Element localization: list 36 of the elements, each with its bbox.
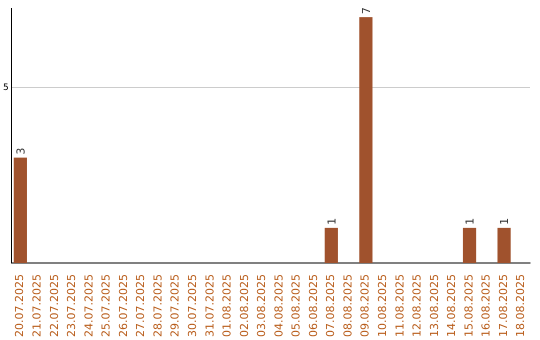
x-tick-label: 02.08.2025 [238, 274, 251, 338]
x-tick-label: 11.08.2025 [393, 274, 406, 338]
x-tick-label: 18.08.2025 [514, 274, 528, 338]
data-label: 1 [464, 218, 477, 225]
x-tick-label: 20.07.2025 [13, 274, 26, 338]
x-tick-label: 17.08.2025 [496, 274, 510, 338]
data-label: 3 [14, 148, 28, 155]
x-tick-label: 03.08.2025 [255, 274, 268, 338]
x-tick-label: 23.07.2025 [65, 274, 78, 338]
x-tick-label: 06.08.2025 [306, 274, 320, 338]
x-tick-label: 28.07.2025 [151, 274, 164, 338]
x-tick-label: 07.08.2025 [324, 274, 338, 338]
x-tick-label: 10.08.2025 [376, 274, 390, 338]
x-tick-label: 08.08.2025 [341, 274, 354, 338]
x-tick-label: 26.07.2025 [116, 274, 130, 338]
x-tick-label: 30.07.2025 [186, 274, 199, 338]
data-label: 7 [360, 7, 373, 14]
x-tick-label: 12.08.2025 [410, 274, 424, 338]
x-tick-label: 31.07.2025 [203, 274, 216, 338]
x-tick-label: 01.08.2025 [220, 274, 234, 338]
x-tick-label: 04.08.2025 [272, 274, 286, 338]
x-tick-label: 27.07.2025 [134, 274, 148, 338]
x-tick-label: 14.08.2025 [445, 274, 458, 338]
x-tick-label: 16.08.2025 [480, 274, 493, 338]
x-tick-label: 13.08.2025 [428, 274, 441, 338]
x-tick-label: 29.07.2025 [168, 274, 182, 338]
x-tick-label: 24.07.2025 [82, 274, 96, 338]
x-tick-label: 25.07.2025 [100, 274, 113, 338]
x-tick-label: 09.08.2025 [358, 274, 372, 338]
x-tick-label: 05.08.2025 [290, 274, 303, 338]
y-tick-label: 5 [2, 82, 9, 93]
x-tick-label: 22.07.2025 [48, 274, 61, 338]
data-label: 1 [498, 218, 512, 225]
x-tick-label: 21.07.2025 [30, 274, 44, 338]
data-label: 1 [325, 218, 338, 225]
x-tick-label: 15.08.2025 [462, 274, 476, 338]
